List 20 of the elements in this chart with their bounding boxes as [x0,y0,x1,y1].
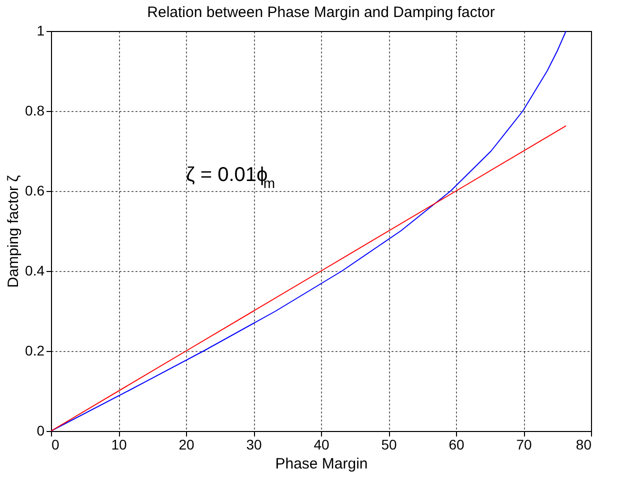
y-tick-label: 1 [36,22,45,38]
x-tick-label: 10 [111,436,127,452]
y-tick-label: 0.4 [25,262,45,278]
line-series [50,30,567,432]
x-tick-label: 0 [52,436,60,452]
x-tick-label: 40 [314,436,330,452]
x-tick-label: 70 [516,436,532,452]
y-tick-label: 0.8 [25,102,45,118]
x-axis-title: Phase Margin [275,456,368,472]
chart-title: Relation between Phase Margin and Damping factor [147,4,495,21]
y-tick-label: 0.2 [25,342,45,358]
y-axis-title: Damping factor ζ [5,174,22,288]
x-tick-label: 60 [448,436,464,452]
x-tick-label: 50 [381,436,397,452]
x-tick-label: 80 [576,436,592,452]
y-tick-label: 0 [36,422,45,438]
line-series [50,125,567,432]
x-tick-label: 30 [246,436,262,452]
x-tick-label: 20 [178,436,194,452]
y-tick-label: 0.6 [25,182,45,198]
